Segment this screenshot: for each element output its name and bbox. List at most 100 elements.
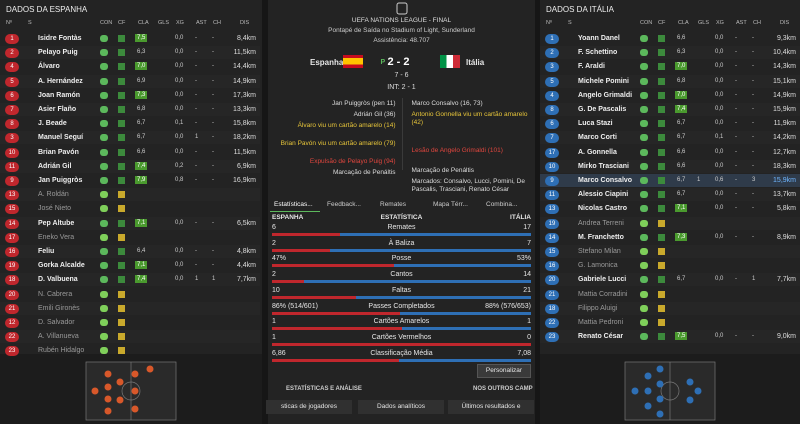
stat-cell: - [195,106,197,112]
condition-icon [640,319,648,326]
player-name: A. Villanueva [38,333,79,341]
condition-icon [100,77,108,85]
tab[interactable]: Feedback... [327,201,361,208]
distance: 15,1km [773,77,796,85]
player-name: Renato César [578,333,624,341]
tab[interactable]: Mapa Térr... [433,201,468,208]
stat-cell: - [752,35,754,41]
stat-cell: - [752,134,754,141]
stat-home: 86% (514/601) [272,302,318,310]
fitness-icon [118,276,125,284]
tab[interactable]: Estatísticas... [274,201,313,208]
shirt-number: 2 [545,48,559,59]
player-name: Emili Gironès [38,304,80,312]
fitness-icon [658,290,665,298]
player-name: Mattia Pedroni [578,319,624,326]
condition-icon [640,120,648,128]
away-team: Itália [466,58,485,67]
condition-icon [100,162,108,170]
column-header: S [568,20,572,26]
row-bg [540,245,800,258]
stat-cell: - [735,91,737,98]
distance: 15,8km [233,120,256,128]
stat-cell: - [735,63,737,70]
distance: 9,3km [776,35,796,42]
player-name: J. Beade [38,120,67,128]
row-bg [0,273,260,287]
fitness-icon [118,262,125,270]
player-name: Alessio Ciapini [578,191,629,199]
condition-icon [100,319,108,326]
stat-label: Classificação Média [370,349,433,357]
player-name: Jan Puiggròs [38,177,83,184]
player-name: Isidre Fontàs [38,35,82,42]
fitness-icon [118,248,125,255]
stat-cell: - [735,276,737,283]
shirt-number: 1 [5,34,19,44]
stat-cell: 0,8 [175,177,184,183]
stat-cell: - [735,77,737,84]
fitness-icon [118,319,125,326]
player-name: Michele Pomini [578,77,629,85]
stat-bar-away [339,233,531,236]
stat-cell: 1 [752,276,756,283]
footer-button[interactable]: Últimos resultados e [448,400,534,414]
player-name: Stefano Milan [578,248,621,255]
stat-bar-home [272,295,356,299]
shirt-number: 20 [5,289,19,300]
shirt-number: 23 [545,332,559,343]
condition-icon [640,304,648,312]
rating-badge: 7,0 [675,62,688,71]
distance: 4,8km [236,248,256,255]
away-event: Marco Consalvo (16, 73) [411,100,483,107]
shirt-number: 19 [545,218,559,229]
row-bg [0,245,260,258]
row-bg [0,46,260,60]
row-bg [0,103,260,116]
row-bg [0,301,260,315]
footer-right: NOS OUTROS CAMP [473,386,533,392]
distance: 7,7km [236,276,256,284]
stat-cell: 0,0 [715,191,724,198]
fitness-icon [118,148,125,156]
footer-button[interactable]: sticas de jogadores [266,400,352,414]
player-name: Pelayo Puig [38,49,78,57]
tab[interactable]: Remates [380,201,407,208]
stat-cell: - [735,162,737,169]
stat-cell: - [195,248,197,254]
fitness-icon [658,134,665,142]
condition-icon [100,35,108,42]
fitness-icon [118,91,125,99]
stat-cell: - [195,262,197,269]
stat-bar-away [329,248,531,252]
tab[interactable]: Combina... [486,201,518,208]
condition-icon [640,148,648,156]
condition-icon [640,106,648,113]
row-bg [0,216,260,230]
fitness-icon [118,290,125,298]
player-name: Álvaro [38,63,60,71]
condition-icon [640,262,648,270]
fitness-icon [658,191,665,199]
stat-away: 14 [523,271,531,279]
stat-home: 2 [272,239,276,247]
shirt-number: 22 [545,318,559,328]
player-name: Marco Consalvo [578,177,633,184]
row-highlight [540,174,800,187]
stat-cell: - [195,91,197,98]
condition-icon [100,248,108,255]
fitness-icon [658,205,665,213]
footer-button[interactable]: Dados analíticos [358,400,444,414]
distance: 8,9km [776,233,796,241]
stat-bar-home [272,233,340,236]
player-name: Pep Altube [38,219,75,227]
player-name: Manuel Seguí [38,134,84,142]
customize-button[interactable]: Personalizar [477,364,531,378]
shirt-number: 10 [5,147,19,158]
distance: 18,3km [773,162,796,170]
stat-cell: - [212,219,214,226]
stat-cell: - [735,49,737,56]
fitness-icon [118,304,125,312]
stat-cell: - [212,162,214,169]
stat-away: 17 [523,224,531,231]
